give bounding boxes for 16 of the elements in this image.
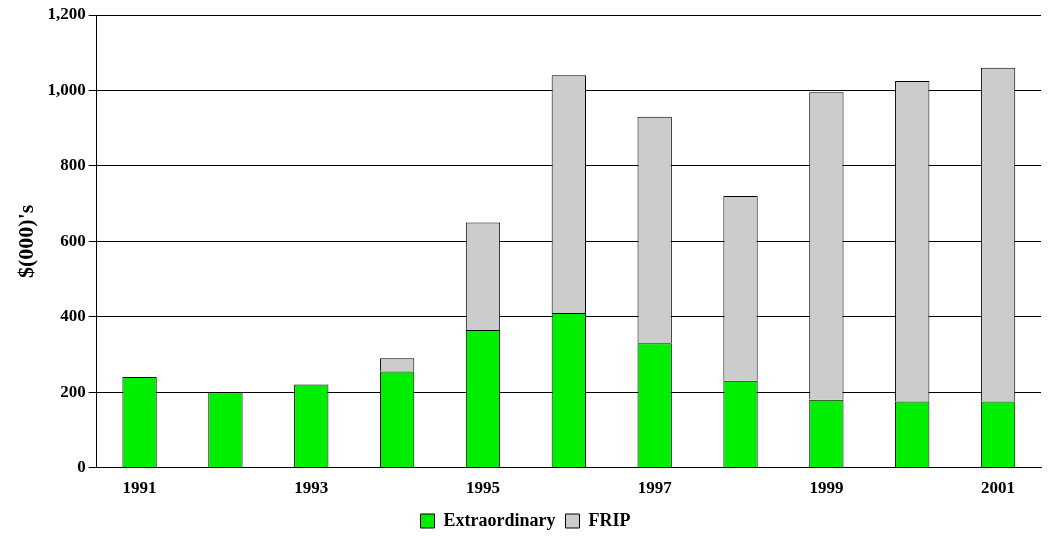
y-tick-label: 800 xyxy=(60,155,86,175)
x-tick-label: 1993 xyxy=(294,478,329,498)
y-tick-label: 400 xyxy=(60,306,86,326)
y-tick-label: 1,200 xyxy=(47,4,86,24)
x-tick-label: 1999 xyxy=(809,478,844,498)
legend-label: Extraordinary xyxy=(443,509,556,530)
y-tick-label: 600 xyxy=(60,230,86,250)
y-tick-label: 200 xyxy=(60,381,86,401)
legend-label: FRIP xyxy=(588,509,631,530)
y-axis-title: $(000)'s xyxy=(12,204,38,278)
y-tick-label: 0 xyxy=(77,456,86,476)
x-tick-label: 1997 xyxy=(637,478,673,498)
y-tick-label: 1,000 xyxy=(47,79,86,99)
x-tick-label: 2001 xyxy=(981,478,1016,498)
x-tick-label: 1995 xyxy=(465,478,500,498)
x-tick-label: 1991 xyxy=(122,478,157,498)
